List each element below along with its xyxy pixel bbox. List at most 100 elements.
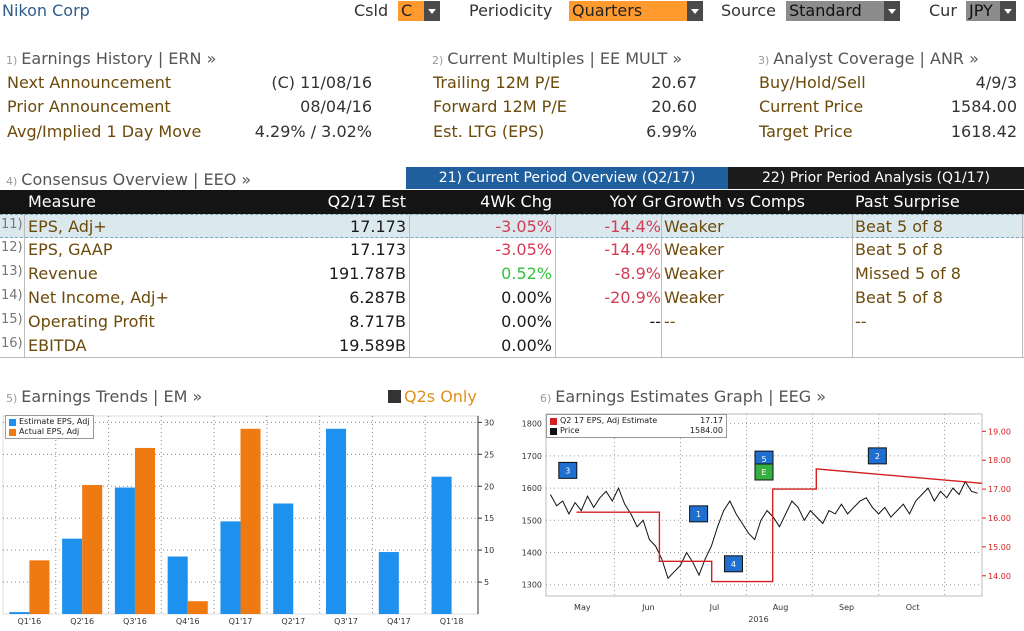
growth-cell: Weaker <box>664 217 724 236</box>
event-marker <box>867 447 887 465</box>
measure-cell: Revenue <box>28 264 98 283</box>
kv-value: (C) 11/08/16 <box>271 73 372 92</box>
graph-legend: Q2 17 EPS, Adj Estimate 17.17 Price 1584.0… <box>546 414 727 438</box>
kv-value: 4/9/3 <box>975 73 1017 92</box>
surprise-cell: Beat 5 of 8 <box>855 217 943 236</box>
chevron-down-icon[interactable] <box>424 1 440 21</box>
table-row[interactable]: 14) Net Income, Adj+ 6.287B 0.00% -20.9% Weak… <box>0 286 1024 310</box>
x-tick-label: Q4'16 <box>176 617 200 626</box>
est-cell: 17.173 <box>350 217 406 236</box>
x-tick-label: Aug <box>773 603 789 612</box>
chg-cell: 0.52% <box>501 264 552 283</box>
left-tick-label: 1400 <box>522 549 542 558</box>
chevron-down-icon[interactable] <box>884 1 900 21</box>
q2s-only-label: Q2s Only <box>404 387 477 406</box>
x-tick-label: Q3'16 <box>123 617 147 626</box>
row-number: 11) <box>1 217 23 232</box>
top-bar: Nikon Corp Csld C Periodicity Quarters S… <box>0 0 1024 22</box>
legend-item: Estimate EPS, Adj <box>9 417 90 427</box>
chg-cell: -3.05% <box>495 240 552 259</box>
kv-value: 08/04/16 <box>300 97 372 116</box>
legend-value: 17.17 <box>700 416 723 425</box>
kv-label: Forward 12M P/E <box>433 97 567 116</box>
legend-item: Price 1584.00 <box>550 426 723 436</box>
table-header: Measure Q2/17 Est 4Wk Chg YoY Gr Growth … <box>0 190 1024 214</box>
earnings-history-title[interactable]: 1) Earnings History | ERN » <box>6 49 217 68</box>
earnings-trends-chart: 5 10 15 20 25 30 Q1'16 Q2'16 Q3'16 Q4'16 Q1'17 Q2'1… <box>2 415 494 626</box>
earnings-graph-title[interactable]: 6) Earnings Estimates Graph | EEG » <box>540 387 827 406</box>
table-row[interactable]: 11) EPS, Adj+ 17.173 -3.05% -14.4% Weaker Beat… <box>0 214 1024 238</box>
checkbox-icon[interactable] <box>388 390 401 403</box>
x-tick-label: Q1'17 <box>229 617 253 626</box>
divider <box>0 357 1024 358</box>
kv-value: 1584.00 <box>950 97 1017 116</box>
right-tick-label: 15.00 <box>988 543 1011 552</box>
row-number: 15) <box>1 312 23 327</box>
tab-current-period[interactable]: 21) Current Period Overview (Q2/17) <box>406 167 728 189</box>
legend-value: 1584.00 <box>689 426 723 435</box>
event-marker <box>754 463 774 481</box>
est-cell: 6.287B <box>349 288 406 307</box>
growth-cell: Weaker <box>664 240 724 259</box>
legend-item: Q2 17 EPS, Adj Estimate 17.17 <box>550 416 723 426</box>
col-yoy[interactable]: YoY Gr <box>609 192 661 211</box>
col-est[interactable]: Q2/17 Est <box>327 192 406 211</box>
y-tick-label: 10 <box>484 546 494 555</box>
kv-value: 20.67 <box>651 73 697 92</box>
x-tick-label: Q3'17 <box>334 617 358 626</box>
x-tick-label: Jul <box>709 603 720 612</box>
source-select[interactable]: Standard <box>786 1 884 21</box>
col-surprise[interactable]: Past Surprise <box>855 192 960 211</box>
plot-area <box>545 413 983 597</box>
chg-cell: 0.00% <box>501 336 552 355</box>
table-row[interactable]: 15) Operating Profit 8.717B 0.00% -- -- -- <box>0 310 1024 334</box>
chevron-down-icon[interactable] <box>1000 1 1016 21</box>
divider <box>24 214 25 358</box>
divider <box>409 214 410 358</box>
bar-actual <box>134 447 155 614</box>
trends-legend: Estimate EPS, Adj Actual EPS, Adj <box>5 415 94 439</box>
periodicity-label: Periodicity <box>469 1 553 20</box>
periodicity-select[interactable]: Quarters <box>569 1 687 21</box>
legend-label: Actual EPS, Adj <box>19 427 80 436</box>
analyst-coverage-title[interactable]: 3) Analyst Coverage | ANR » <box>758 49 979 68</box>
col-chg[interactable]: 4Wk Chg <box>480 192 552 211</box>
divider <box>661 214 662 358</box>
right-tick-label: 18.00 <box>988 456 1011 465</box>
q2s-only-toggle[interactable]: Q2s Only <box>388 387 477 406</box>
growth-cell: Weaker <box>664 288 724 307</box>
row-number: 13) <box>1 264 23 279</box>
y-tick-label: 5 <box>484 578 489 587</box>
est-cell: 19.589B <box>339 336 406 355</box>
currency-select[interactable]: JPY <box>966 1 1000 21</box>
tab-prior-period[interactable]: 22) Prior Period Analysis (Q1/17) <box>728 167 1024 189</box>
chevron-down-icon[interactable] <box>687 1 703 21</box>
col-growth[interactable]: Growth vs Comps <box>664 192 805 211</box>
y-tick-label: 20 <box>484 482 494 491</box>
kv-value: 1618.42 <box>950 122 1017 141</box>
measure-cell: EPS, Adj+ <box>28 217 107 236</box>
kv-label: Target Price <box>759 122 853 141</box>
csld-select[interactable]: C <box>398 1 424 21</box>
left-tick-label: 1700 <box>522 452 542 461</box>
chg-cell: 0.00% <box>501 288 552 307</box>
consensus-overview-title[interactable]: 4) Consensus Overview | EEO » <box>6 170 252 189</box>
right-tick-label: 16.00 <box>988 514 1011 523</box>
x-tick-label: Q1'16 <box>18 617 42 626</box>
kv-value: 20.60 <box>651 97 697 116</box>
measure-cell: EPS, GAAP <box>28 240 113 259</box>
table-row[interactable]: 13) Revenue 191.787B 0.52% -8.9% Weaker Missed… <box>0 262 1024 286</box>
company-name[interactable]: Nikon Corp <box>2 1 90 20</box>
current-multiples-title[interactable]: 2) Current Multiples | EE MULT » <box>432 49 683 68</box>
chg-cell: -3.05% <box>495 217 552 236</box>
earnings-trends-title[interactable]: 5) Earnings Trends | EM » <box>6 387 203 406</box>
event-label: 2 <box>875 452 880 461</box>
event-marker <box>558 461 578 479</box>
bar-estimate <box>167 556 188 614</box>
table-row[interactable]: 16) EBITDA 19.589B 0.00% <box>0 334 1024 358</box>
source-label: Source <box>721 1 776 20</box>
growth-cell: -- <box>664 312 676 331</box>
x-tick-label: Oct <box>906 603 920 612</box>
table-row[interactable]: 12) EPS, GAAP 17.173 -3.05% -14.4% Weaker Beat… <box>0 238 1024 262</box>
col-measure[interactable]: Measure <box>28 192 96 211</box>
